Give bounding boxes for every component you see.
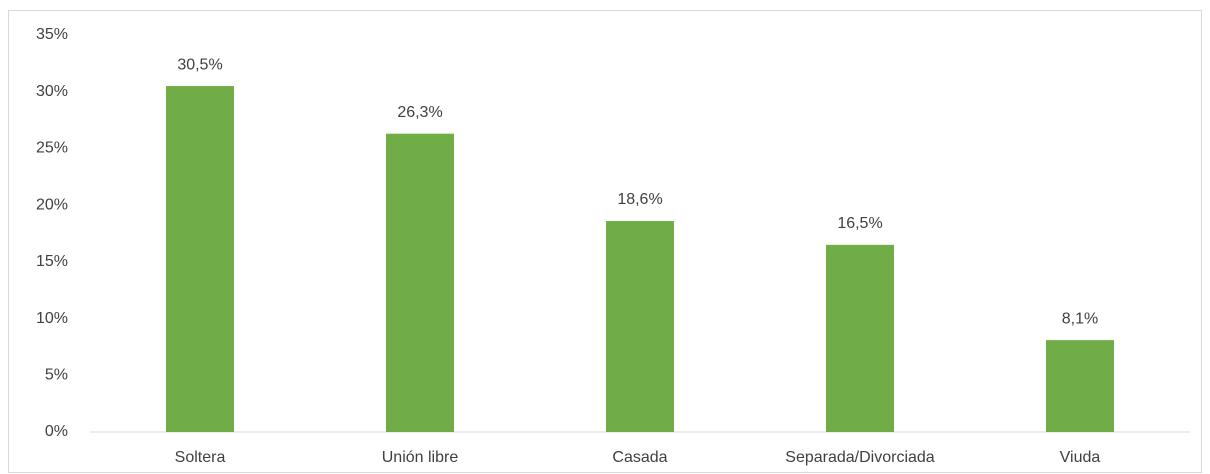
data-label: 30,5% bbox=[177, 56, 222, 73]
y-tick-label: 25% bbox=[36, 140, 68, 157]
y-tick-label: 10% bbox=[36, 310, 68, 327]
bar bbox=[166, 86, 234, 433]
x-tick-label: Soltera bbox=[175, 449, 226, 466]
x-tick-label: Viuda bbox=[1060, 449, 1101, 466]
data-label: 18,6% bbox=[617, 191, 662, 208]
bar bbox=[826, 244, 894, 432]
bar bbox=[606, 221, 674, 432]
data-label: 8,1% bbox=[1062, 310, 1098, 327]
y-tick-label: 15% bbox=[36, 253, 68, 270]
data-label: 26,3% bbox=[397, 104, 442, 121]
y-tick-label: 5% bbox=[45, 367, 68, 384]
y-tick-label: 20% bbox=[36, 196, 68, 213]
bar bbox=[1046, 340, 1114, 432]
x-tick-label: Separada/Divorciada bbox=[785, 449, 935, 466]
x-tick-label: Unión libre bbox=[382, 449, 459, 466]
y-tick-label: 35% bbox=[36, 26, 68, 43]
x-tick-label: Casada bbox=[612, 449, 667, 466]
data-label: 16,5% bbox=[837, 215, 882, 232]
y-tick-label: 30% bbox=[36, 83, 68, 100]
bar bbox=[386, 133, 454, 432]
y-tick-label: 0% bbox=[45, 423, 68, 440]
